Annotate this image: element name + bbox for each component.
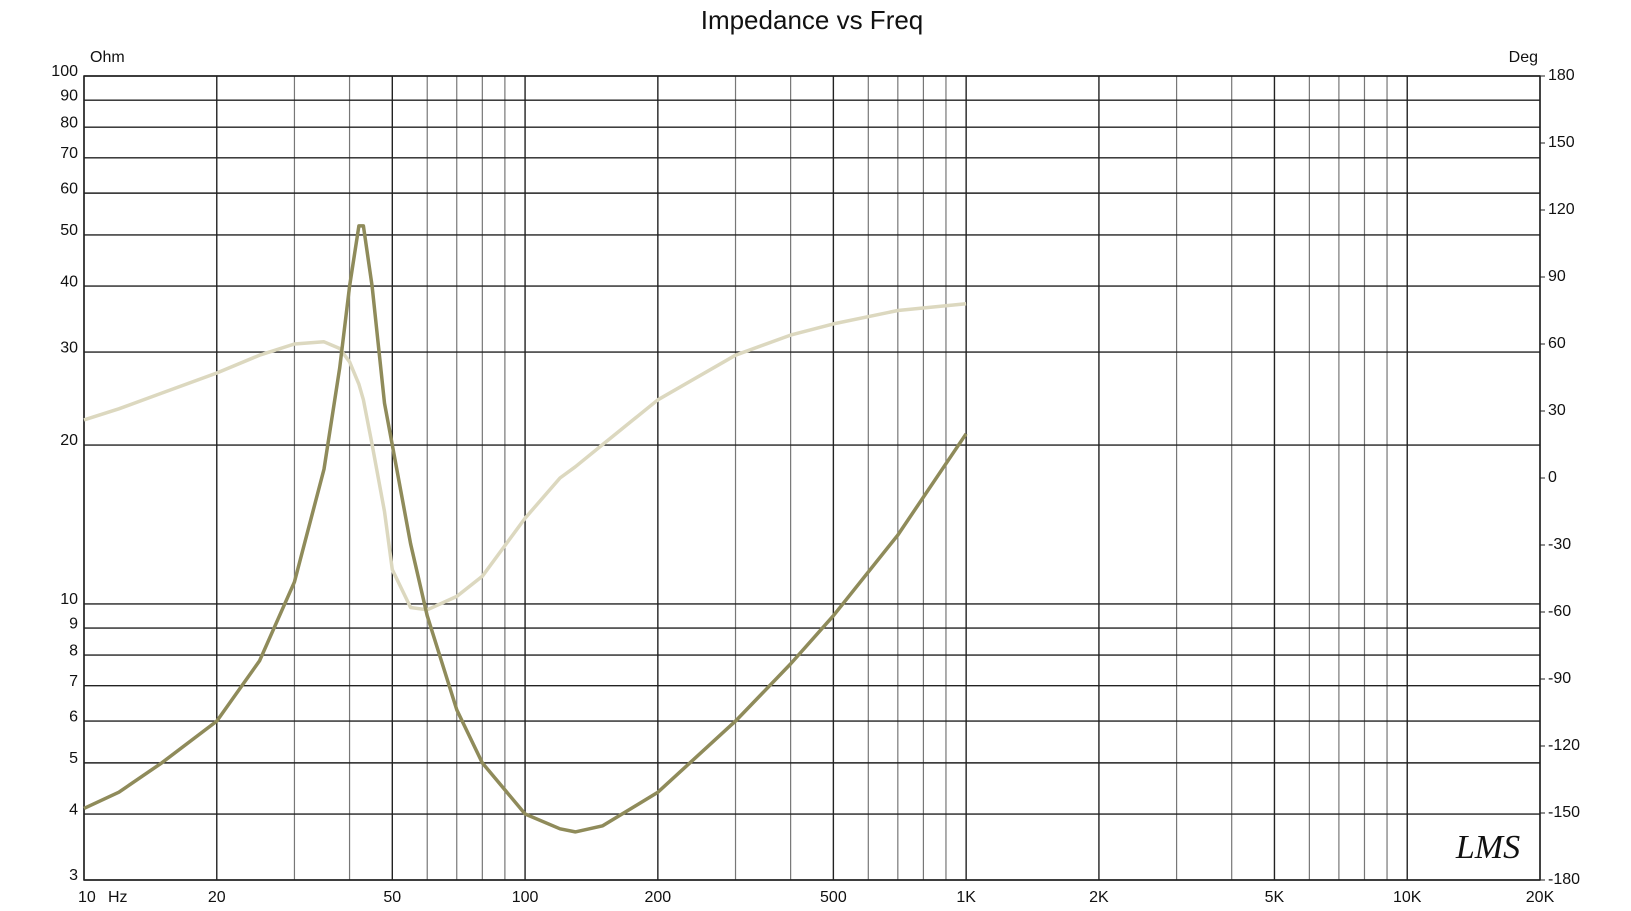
y-tick-label: 10: [60, 591, 78, 608]
x-tick-label: 50: [383, 889, 401, 906]
x-tick-label: 20K: [1526, 889, 1555, 906]
y-tick-label: 8: [69, 642, 78, 659]
x-tick-label: 100: [512, 889, 539, 906]
y2-tick-label: -180: [1548, 871, 1580, 888]
x-tick-label: 10: [78, 889, 96, 906]
x-tick-label: 200: [644, 889, 671, 906]
y2-tick-label: 60: [1548, 335, 1566, 352]
y-tick-label: 20: [60, 432, 78, 449]
y2-tick-label: -150: [1548, 804, 1580, 821]
y-tick-label: 5: [69, 750, 78, 767]
y2-tick-label: 150: [1548, 134, 1575, 151]
y-tick-label: 100: [51, 63, 78, 80]
y2-tick-label: -120: [1548, 737, 1580, 754]
y-tick-label: 7: [69, 673, 78, 690]
y-tick-label: 4: [69, 801, 78, 818]
y-tick-label: 9: [69, 615, 78, 632]
y2-tick-label: -90: [1548, 670, 1571, 687]
x-tick-label: 1K: [956, 889, 976, 906]
y2-tick-label: 180: [1548, 67, 1575, 84]
y-tick-label: 3: [69, 867, 78, 884]
y2-tick-label: 90: [1548, 268, 1566, 285]
x-tick-label: 20: [208, 889, 226, 906]
series-line: [83, 224, 968, 834]
chart-title: Impedance vs Freq: [701, 5, 924, 35]
y-tick-label: 80: [60, 114, 78, 131]
y2-tick-label: 120: [1548, 201, 1575, 218]
y2-tick-label: -60: [1548, 603, 1571, 620]
series-line: [83, 302, 967, 612]
plot-frame: [83, 75, 1541, 881]
x-tick-label: 10K: [1393, 889, 1422, 906]
x-tick-label: 500: [820, 889, 847, 906]
y-tick-label: 40: [60, 273, 78, 290]
x-tick-label: 5K: [1265, 889, 1285, 906]
x-tick-label: 2K: [1089, 889, 1109, 906]
logo: LMS: [1455, 829, 1520, 866]
y2-tick-label: 30: [1548, 402, 1566, 419]
y-tick-label: 70: [60, 145, 78, 162]
y2-axis-label: Deg: [1509, 49, 1538, 66]
y-tick-label: 90: [60, 87, 78, 104]
y-tick-label: 60: [60, 180, 78, 197]
y2-tick-label: 0: [1548, 469, 1557, 486]
y-tick-label: 50: [60, 222, 78, 239]
y-tick-label: 6: [69, 708, 78, 725]
y-tick-label: 30: [60, 339, 78, 356]
x-axis-label: Hz: [108, 889, 128, 906]
y2-tick-label: -30: [1548, 536, 1571, 553]
y-axis-label: Ohm: [90, 49, 125, 66]
